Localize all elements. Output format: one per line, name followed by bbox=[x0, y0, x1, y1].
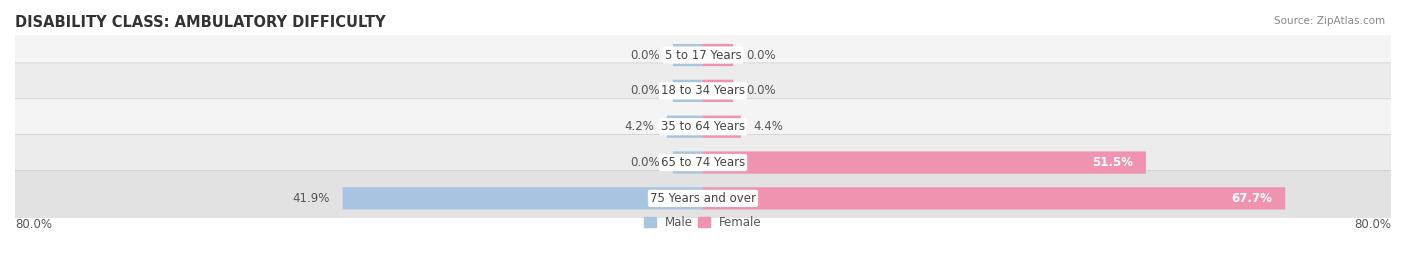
FancyBboxPatch shape bbox=[703, 187, 1285, 210]
FancyBboxPatch shape bbox=[13, 63, 1393, 119]
Text: 35 to 64 Years: 35 to 64 Years bbox=[661, 120, 745, 133]
FancyBboxPatch shape bbox=[703, 80, 733, 102]
FancyBboxPatch shape bbox=[703, 151, 1146, 174]
Text: 67.7%: 67.7% bbox=[1232, 192, 1272, 205]
FancyBboxPatch shape bbox=[13, 170, 1393, 226]
Text: 41.9%: 41.9% bbox=[292, 192, 330, 205]
Text: 0.0%: 0.0% bbox=[630, 49, 659, 62]
Text: 0.0%: 0.0% bbox=[630, 156, 659, 169]
Text: 0.0%: 0.0% bbox=[747, 84, 776, 97]
Text: DISABILITY CLASS: AMBULATORY DIFFICULTY: DISABILITY CLASS: AMBULATORY DIFFICULTY bbox=[15, 15, 385, 30]
Text: 4.2%: 4.2% bbox=[624, 120, 654, 133]
FancyBboxPatch shape bbox=[673, 151, 703, 174]
FancyBboxPatch shape bbox=[673, 44, 703, 66]
Text: 18 to 34 Years: 18 to 34 Years bbox=[661, 84, 745, 97]
Text: 4.4%: 4.4% bbox=[754, 120, 783, 133]
Text: 65 to 74 Years: 65 to 74 Years bbox=[661, 156, 745, 169]
Text: 80.0%: 80.0% bbox=[1354, 218, 1391, 231]
Text: 0.0%: 0.0% bbox=[747, 49, 776, 62]
Text: 80.0%: 80.0% bbox=[15, 218, 52, 231]
FancyBboxPatch shape bbox=[13, 27, 1393, 83]
FancyBboxPatch shape bbox=[13, 99, 1393, 155]
FancyBboxPatch shape bbox=[666, 116, 703, 138]
FancyBboxPatch shape bbox=[343, 187, 703, 210]
Text: 5 to 17 Years: 5 to 17 Years bbox=[665, 49, 741, 62]
FancyBboxPatch shape bbox=[703, 116, 741, 138]
Text: Source: ZipAtlas.com: Source: ZipAtlas.com bbox=[1274, 16, 1385, 26]
FancyBboxPatch shape bbox=[703, 44, 733, 66]
Text: 51.5%: 51.5% bbox=[1092, 156, 1133, 169]
FancyBboxPatch shape bbox=[13, 135, 1393, 191]
Text: 0.0%: 0.0% bbox=[630, 84, 659, 97]
FancyBboxPatch shape bbox=[673, 80, 703, 102]
Text: 75 Years and over: 75 Years and over bbox=[650, 192, 756, 205]
Legend: Male, Female: Male, Female bbox=[640, 212, 766, 234]
